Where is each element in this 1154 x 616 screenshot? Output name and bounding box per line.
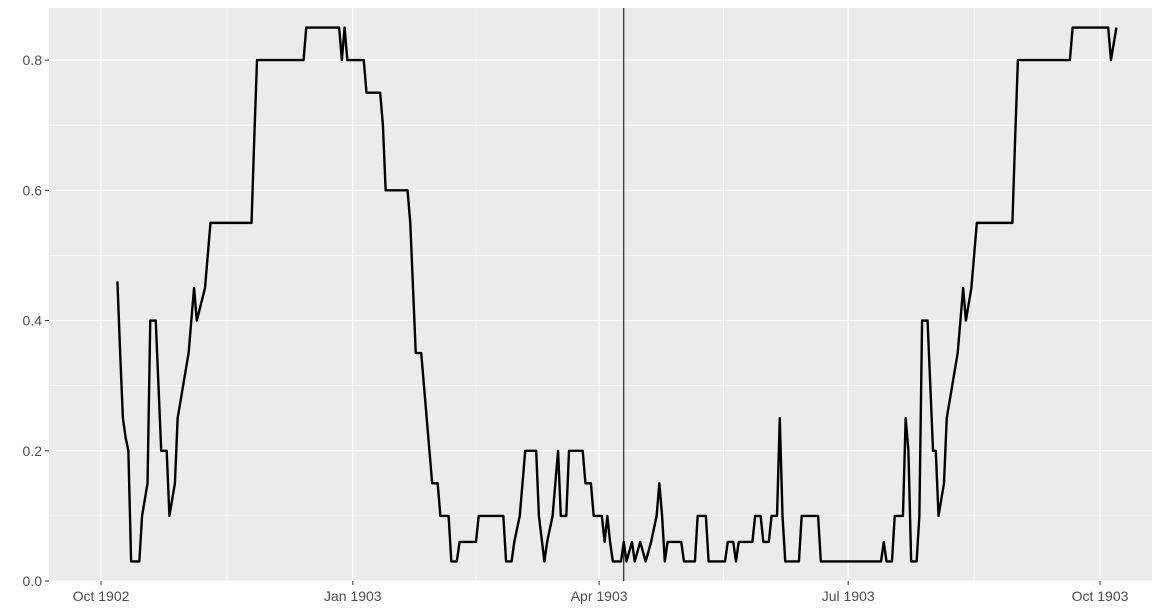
x-tick-label: Apr 1903 <box>571 588 628 604</box>
y-tick-label: 0.6 <box>23 182 43 198</box>
y-tick-label: 0.4 <box>23 313 43 329</box>
x-tick-label: Jul 1903 <box>822 588 875 604</box>
y-axis: 0.0 0.2 0.4 0.6 0.8 <box>23 52 49 589</box>
minor-gridlines <box>49 8 1152 581</box>
x-tick-label: Oct 1902 <box>73 588 130 604</box>
x-axis: Oct 1902 Jan 1903 Apr 1903 Jul 1903 Oct 1903 <box>73 581 1129 604</box>
y-tick-label: 0.0 <box>23 573 43 589</box>
plot-panel-background <box>49 8 1152 581</box>
x-tick-label: Jan 1903 <box>324 588 382 604</box>
series-layer <box>116 26 1118 563</box>
x-tick-label: Oct 1903 <box>1072 588 1129 604</box>
series-line <box>116 26 1118 563</box>
y-tick-label: 0.2 <box>23 443 43 459</box>
major-gridlines <box>49 8 1152 582</box>
y-tick-label: 0.8 <box>23 52 43 68</box>
